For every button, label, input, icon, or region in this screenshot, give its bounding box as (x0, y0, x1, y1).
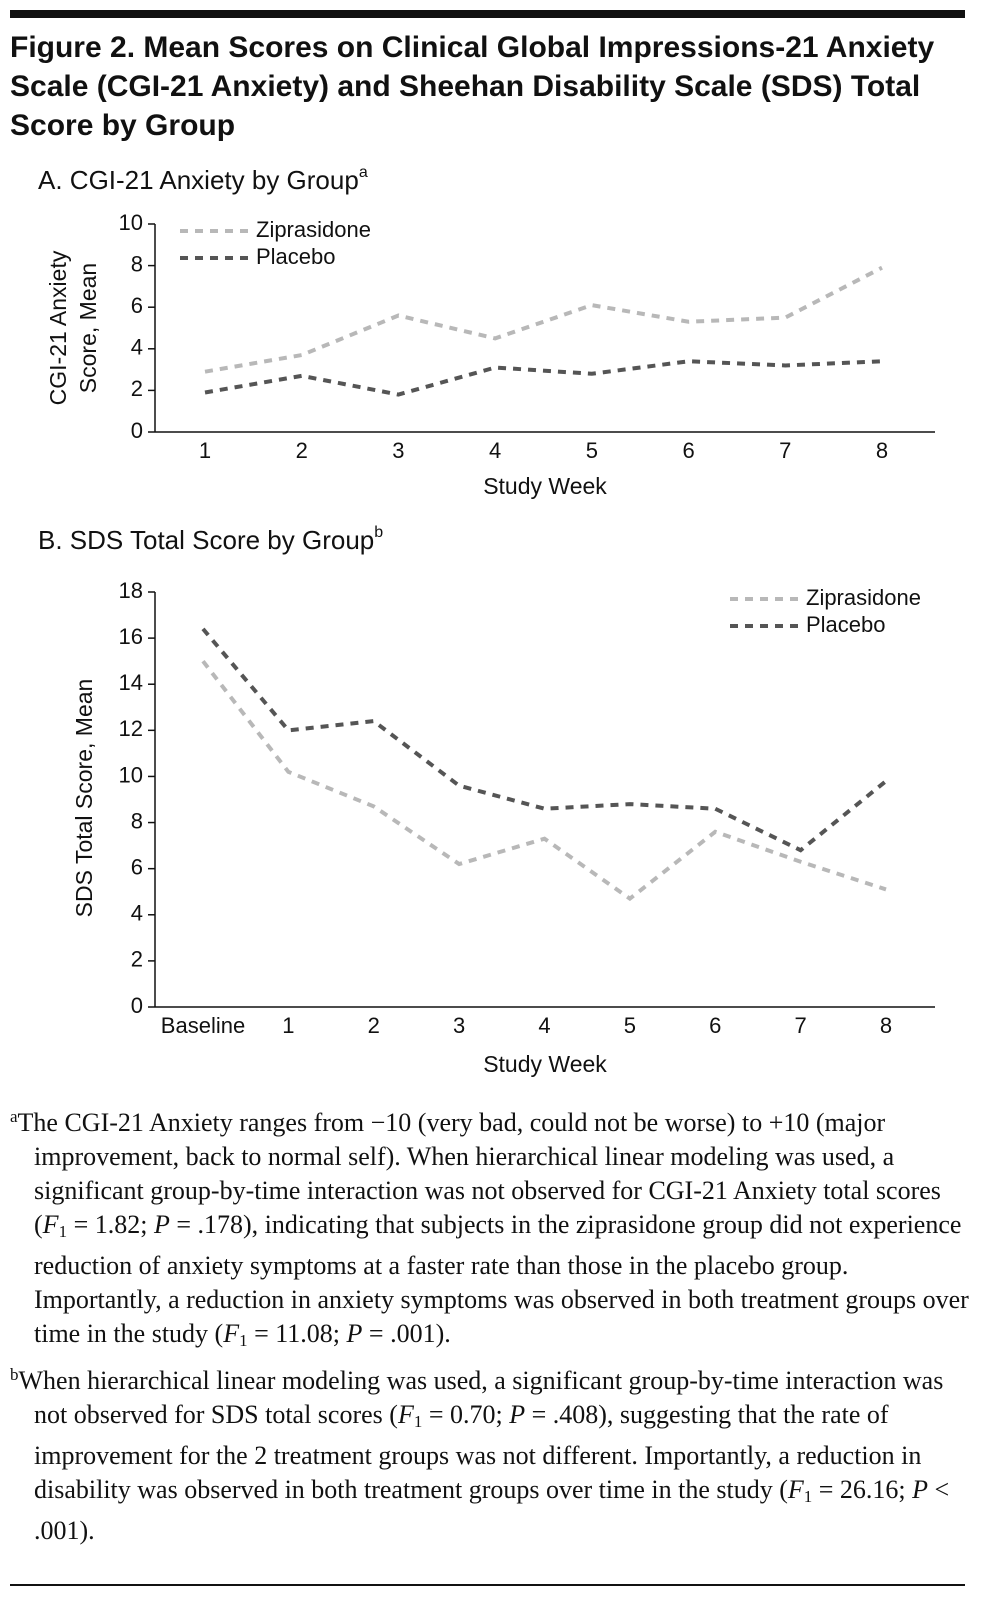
footnote-text: F (787, 1475, 804, 1504)
footnote-text: P (509, 1400, 526, 1429)
title-note: a (359, 164, 368, 181)
footnote-text: The CGI-21 Anxiety ranges from −10 (very… (17, 1108, 941, 1239)
footnote-marker: a (10, 1107, 18, 1126)
x-tick-label: 8 (876, 438, 888, 463)
y-tick-label: 2 (131, 376, 143, 401)
y-tick-label: 0 (131, 993, 143, 1018)
bottom-rule (10, 1584, 965, 1586)
footnote: aThe CGI-21 Anxiety ranges from −10 (ver… (10, 1100, 970, 1358)
line (201, 659, 887, 902)
footnote-text: 1 (239, 1331, 248, 1350)
y-tick-label: 6 (131, 854, 143, 879)
x-tick-label: 3 (392, 438, 404, 463)
y-tick-label: 12 (119, 716, 143, 741)
line (204, 265, 883, 374)
footnote-text: F (42, 1210, 59, 1239)
x-axis-label: Study Week (483, 473, 607, 499)
y-tick-label: 10 (119, 210, 143, 235)
footnote-text: = 26.16; (812, 1475, 913, 1504)
y-tick-label: 18 (119, 578, 143, 603)
x-tick-label: 2 (296, 438, 308, 463)
y-tick-label: 10 (119, 762, 143, 787)
x-tick-label: 1 (199, 438, 211, 463)
footnote-text: = 1.82; (67, 1210, 154, 1239)
y-tick-label: 16 (119, 624, 143, 649)
x-axis-label: Study Week (483, 1051, 607, 1077)
footnote-text: When hierarchical linear modeling was us… (18, 1366, 944, 1429)
footnote-text: < .001). (34, 1475, 950, 1545)
y-tick-label: 8 (131, 808, 143, 833)
x-tick-label: 7 (779, 438, 791, 463)
y-tick-label: 4 (131, 901, 143, 926)
legend-label: Ziprasidone (806, 585, 921, 610)
x-tick-label: 3 (453, 1013, 465, 1038)
x-tick-label: 5 (586, 438, 598, 463)
legend-label: Placebo (806, 612, 886, 637)
y-tick-label: 14 (119, 670, 143, 695)
y-axis-label: SDS Total Score, Mean (71, 679, 97, 918)
chart-title: B. SDS Total Score by Groupb (38, 524, 383, 555)
footnote-text: 1 (58, 1222, 68, 1241)
footnote-marker: b (10, 1365, 19, 1384)
x-tick-label: 4 (489, 438, 501, 463)
y-axis-label: CGI-21 Anxiety (45, 250, 71, 405)
x-tick-label: 5 (624, 1013, 636, 1038)
y-tick-label: 6 (131, 293, 143, 318)
footnote-text: = 11.08; (247, 1319, 347, 1348)
legend-label: Placebo (256, 244, 336, 269)
footnote-text: P (153, 1210, 170, 1239)
title-note: b (374, 524, 383, 541)
x-tick-label: 4 (538, 1013, 550, 1038)
line (201, 627, 888, 853)
chart-title: A. CGI-21 Anxiety by Groupa (38, 164, 368, 195)
footnote-text: P (346, 1319, 363, 1348)
y-axis-label: Score, Mean (75, 263, 101, 393)
x-tick-label: 6 (709, 1013, 721, 1038)
footnotes: aThe CGI-21 Anxiety ranges from −10 (ver… (10, 1100, 970, 1548)
y-tick-label: 4 (131, 335, 143, 360)
x-tick-label: 8 (880, 1013, 892, 1038)
x-tick-label: 2 (368, 1013, 380, 1038)
figure-title: Figure 2. Mean Scores on Clinical Global… (10, 31, 935, 142)
x-tick-label: 7 (795, 1013, 807, 1038)
y-tick-label: 2 (131, 947, 143, 972)
footnote-text: = .001). (362, 1319, 451, 1348)
footnote-text: F (223, 1319, 240, 1348)
chart-title-text: A. CGI-21 Anxiety by Group (38, 165, 359, 195)
legend-label: Ziprasidone (256, 217, 371, 242)
footnote-text: = .408), suggesting that the rate of imp… (34, 1400, 922, 1504)
footnote: bWhen hierarchical linear modeling was u… (10, 1358, 970, 1548)
x-tick-label: 6 (682, 438, 694, 463)
y-tick-label: 8 (131, 251, 143, 276)
footnote-text: = 0.70; (422, 1400, 510, 1429)
footnote-text: 1 (413, 1412, 423, 1431)
x-tick-label: Baseline (161, 1013, 245, 1038)
top-rule (10, 10, 965, 18)
footnote-text: P (912, 1475, 929, 1504)
chart-title-text: B. SDS Total Score by Group (38, 525, 374, 555)
footnote-text: 1 (803, 1487, 813, 1506)
footnote-text: = .178), indicating that subjects in the… (34, 1210, 969, 1348)
y-tick-label: 0 (131, 418, 143, 443)
line (204, 359, 883, 397)
x-tick-label: 1 (282, 1013, 294, 1038)
footnote-text: F (397, 1400, 414, 1429)
